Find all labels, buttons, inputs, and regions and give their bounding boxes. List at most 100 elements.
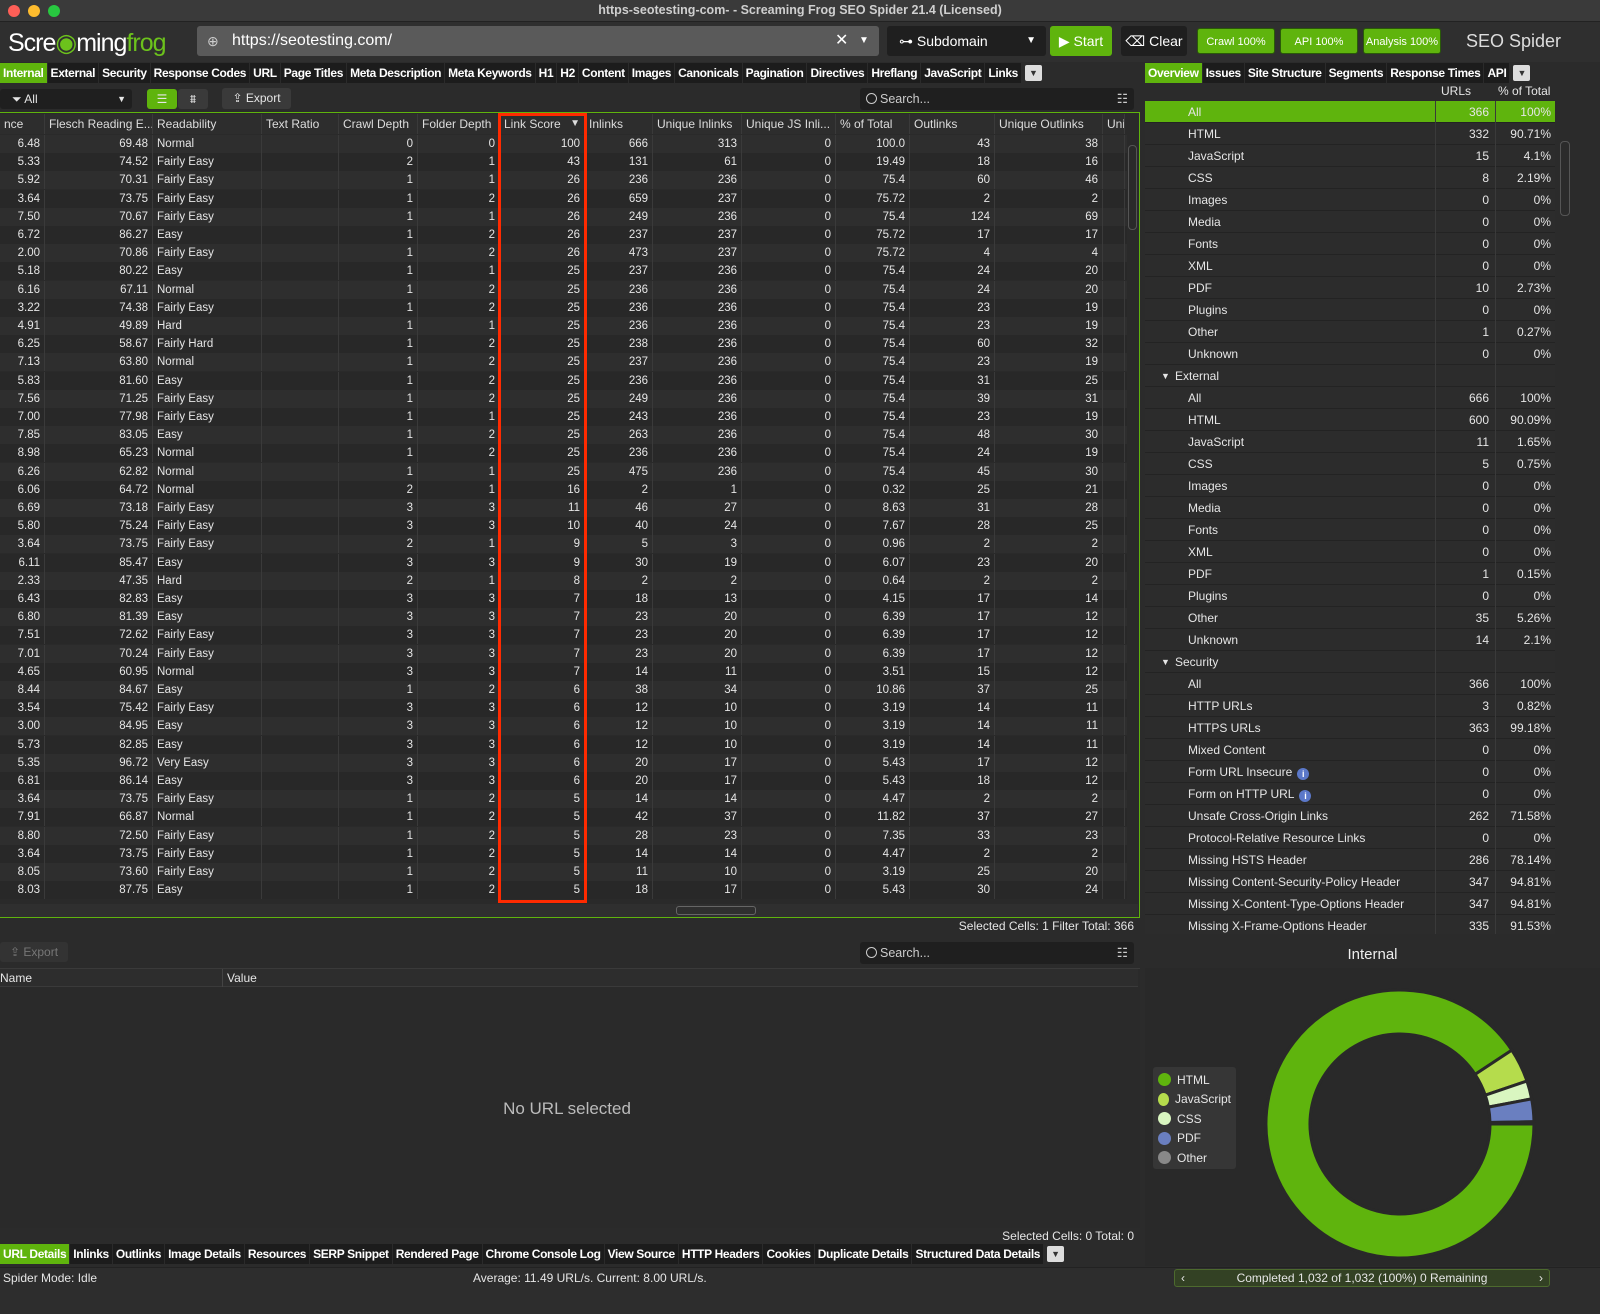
- table-cell[interactable]: Fairly Easy: [153, 499, 262, 517]
- overview-row[interactable]: Images 0 0%: [1145, 475, 1555, 497]
- table-cell[interactable]: 3: [339, 662, 418, 681]
- table-cell[interactable]: 2.33: [0, 571, 45, 590]
- table-row[interactable]: 8.80 72.50 Fairly Easy 1 2 5 28 23 0 7.35 33 23: [0, 826, 1128, 845]
- table-cell[interactable]: 75.4: [836, 389, 910, 408]
- table-cell[interactable]: 236: [653, 462, 742, 481]
- table-cell[interactable]: Fairly Easy: [153, 699, 262, 718]
- table-cell[interactable]: 63.80: [45, 353, 153, 372]
- table-cell[interactable]: 87.75: [45, 881, 153, 900]
- table-cell[interactable]: Fairly Easy: [153, 626, 262, 645]
- overview-row[interactable]: All 366 100%: [1145, 673, 1555, 695]
- table-cell[interactable]: 16: [995, 153, 1103, 172]
- table-cell[interactable]: 17: [910, 590, 995, 608]
- table-cell[interactable]: 66.87: [45, 808, 153, 827]
- table-cell[interactable]: [262, 863, 339, 881]
- table-cell[interactable]: [262, 608, 339, 627]
- table-cell[interactable]: 20: [585, 772, 653, 790]
- table-cell[interactable]: 0: [742, 844, 836, 863]
- table-cell[interactable]: Normal: [153, 662, 262, 681]
- table-cell[interactable]: 12: [995, 608, 1103, 627]
- table-row[interactable]: 7.00 77.98 Fairly Easy 1 1 25 243 236 0 75.4 23 19: [0, 408, 1128, 426]
- table-row[interactable]: 3.00 84.95 Easy 3 3 6 12 10 0 3.19 14 11: [0, 717, 1128, 736]
- table-cell[interactable]: 23: [910, 317, 995, 335]
- overview-row[interactable]: Fonts 0 0%: [1145, 519, 1555, 541]
- table-cell[interactable]: Fairly Easy: [153, 863, 262, 881]
- table-cell[interactable]: [262, 317, 339, 335]
- table-cell[interactable]: [1103, 553, 1125, 572]
- table-cell[interactable]: 75.4: [836, 207, 910, 226]
- more-right-tabs-button[interactable]: ▼: [1513, 65, 1531, 81]
- table-cell[interactable]: 17: [910, 644, 995, 663]
- overview-row[interactable]: Protocol-Relative Resource Links 0 0%: [1145, 827, 1555, 849]
- table-cell[interactable]: [262, 280, 339, 299]
- scroll-thumb[interactable]: [1128, 145, 1137, 230]
- overview-row[interactable]: HTTP URLs 3 0.82%: [1145, 695, 1555, 717]
- table-cell[interactable]: 3: [339, 717, 418, 736]
- table-cell[interactable]: 39: [910, 389, 995, 408]
- table-cell[interactable]: 3.54: [0, 699, 45, 718]
- table-cell[interactable]: [1103, 863, 1125, 881]
- table-cell[interactable]: 1: [418, 408, 500, 426]
- table-cell[interactable]: 3: [339, 626, 418, 645]
- table-cell[interactable]: [1103, 408, 1125, 426]
- tab-cookies[interactable]: Cookies: [763, 1244, 814, 1264]
- overview-scrollbar[interactable]: [1558, 101, 1572, 934]
- tab-directives[interactable]: Directives: [807, 63, 868, 83]
- table-cell[interactable]: 3: [339, 753, 418, 772]
- table-cell[interactable]: 23: [585, 644, 653, 663]
- expand-triangle-icon[interactable]: ▼: [1161, 657, 1170, 667]
- table-cell[interactable]: 3: [339, 735, 418, 754]
- table-cell[interactable]: 14: [585, 790, 653, 809]
- table-row[interactable]: 6.16 67.11 Normal 1 2 25 236 236 0 75.4 24 20: [0, 280, 1128, 299]
- table-cell[interactable]: 2: [418, 371, 500, 390]
- table-cell[interactable]: 12: [995, 644, 1103, 663]
- table-cell[interactable]: 7.91: [0, 808, 45, 827]
- table-cell[interactable]: Easy: [153, 426, 262, 445]
- table-cell[interactable]: 74.38: [45, 298, 153, 317]
- table-cell[interactable]: 20: [585, 753, 653, 772]
- table-cell[interactable]: 40: [585, 517, 653, 536]
- table-cell[interactable]: 7.50: [0, 207, 45, 226]
- overview-row[interactable]: Unknown 14 2.1%: [1145, 629, 1555, 651]
- table-cell[interactable]: 0: [742, 244, 836, 263]
- table-cell[interactable]: 1: [339, 881, 418, 900]
- table-cell[interactable]: 3.19: [836, 863, 910, 881]
- table-cell[interactable]: 3.19: [836, 717, 910, 736]
- table-cell[interactable]: 7.51: [0, 626, 45, 645]
- table-cell[interactable]: 1: [339, 189, 418, 208]
- table-cell[interactable]: 73.75: [45, 535, 153, 554]
- table-cell[interactable]: 5.73: [0, 735, 45, 754]
- table-cell[interactable]: 6.80: [0, 608, 45, 627]
- table-cell[interactable]: 7.01: [0, 644, 45, 663]
- overview-row[interactable]: Plugins 0 0%: [1145, 299, 1555, 321]
- tab-overview[interactable]: Overview: [1145, 63, 1202, 83]
- table-cell[interactable]: 11: [995, 717, 1103, 736]
- table-row[interactable]: 5.73 82.85 Easy 3 3 6 12 10 0 3.19 14 11: [0, 735, 1128, 754]
- table-cell[interactable]: [1103, 844, 1125, 863]
- column-header[interactable]: Unique JS Inli...: [742, 114, 836, 134]
- search-options-icon[interactable]: ☷: [1116, 92, 1128, 106]
- table-cell[interactable]: 75.72: [836, 244, 910, 263]
- table-cell[interactable]: 1: [339, 353, 418, 372]
- tab-response-codes[interactable]: Response Codes: [150, 63, 250, 83]
- table-cell[interactable]: 70.24: [45, 644, 153, 663]
- table-cell[interactable]: 1: [339, 790, 418, 809]
- table-cell[interactable]: [262, 207, 339, 226]
- table-cell[interactable]: [1103, 590, 1125, 608]
- url-input[interactable]: ⊕ https://seotesting.com/ ✕ ▼: [197, 26, 879, 56]
- overview-row[interactable]: All 666 100%: [1145, 387, 1555, 409]
- table-cell[interactable]: 82.83: [45, 590, 153, 608]
- table-cell[interactable]: 58.67: [45, 335, 153, 354]
- overview-row[interactable]: CSS 5 0.75%: [1145, 453, 1555, 475]
- table-cell[interactable]: 2: [995, 844, 1103, 863]
- tab-issues[interactable]: Issues: [1202, 63, 1244, 83]
- tab-hreflang[interactable]: Hreflang: [868, 63, 921, 83]
- overview-row[interactable]: Missing X-Content-Type-Options Header 347…: [1145, 893, 1555, 915]
- table-row[interactable]: 6.80 81.39 Easy 3 3 7 23 20 0 6.39 17 12: [0, 608, 1128, 627]
- table-cell[interactable]: 1: [418, 462, 500, 481]
- table-cell[interactable]: 30: [910, 881, 995, 900]
- table-cell[interactable]: 75.4: [836, 353, 910, 372]
- table-cell[interactable]: [262, 517, 339, 536]
- table-cell[interactable]: 1: [418, 571, 500, 590]
- table-cell[interactable]: 0: [742, 499, 836, 517]
